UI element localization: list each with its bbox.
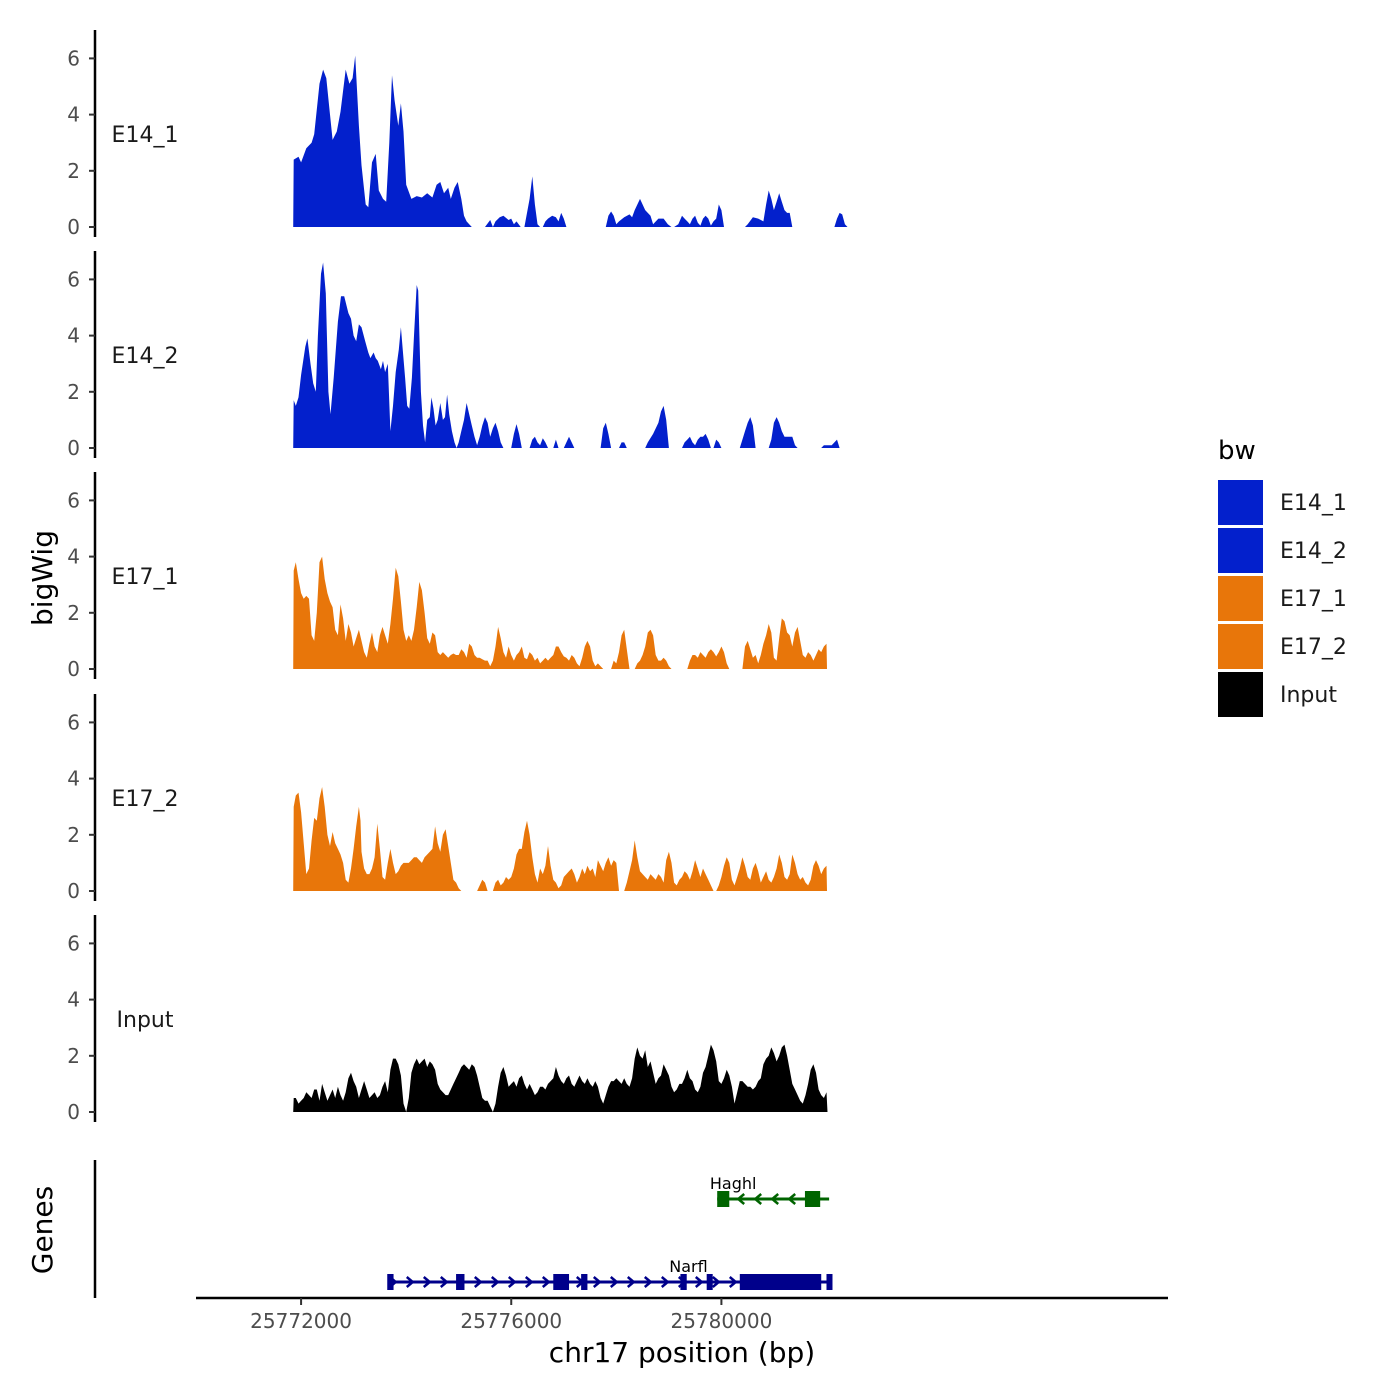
x-tick-label: 25780000 (671, 1309, 773, 1333)
y-tick-label: 4 (67, 988, 80, 1012)
x-tick-label: 25776000 (460, 1309, 562, 1333)
strand-chevron (753, 1193, 763, 1205)
track-label: E14_2 (112, 344, 179, 369)
strand-chevron (694, 1276, 704, 1288)
legend-label: Input (1280, 683, 1337, 708)
genes-axis-title: Genes (26, 1186, 59, 1274)
gene-label: Haghl (710, 1174, 757, 1193)
y-tick-label: 6 (67, 267, 80, 291)
y-tick-label: 6 (67, 931, 80, 955)
strand-chevron (643, 1276, 653, 1288)
strand-chevron (711, 1276, 721, 1288)
y-tick-label: 0 (67, 657, 80, 681)
gene-exon (680, 1274, 687, 1290)
y-tick-label: 0 (67, 215, 80, 239)
strand-chevron (660, 1276, 670, 1288)
x-axis-title: chr17 position (bp) (549, 1336, 815, 1369)
signal-tracks: 0 2 4 6 E14_1 0 2 4 6 E14_2 0 2 4 6 E17_1 0 2 4 6 E17_2 0 2 4 6… (67, 30, 848, 1124)
y-tick-label: 0 (67, 1100, 80, 1124)
y-axis-title: bigWig (26, 530, 59, 626)
y-tick-label: 6 (67, 46, 80, 70)
gene-exon (706, 1274, 713, 1290)
strand-chevron (626, 1276, 636, 1288)
y-tick-label: 4 (67, 767, 80, 791)
legend-swatch (1218, 624, 1263, 669)
y-tick-label: 0 (67, 436, 80, 460)
legend-swatch (1218, 576, 1263, 621)
gene-exon (826, 1274, 833, 1290)
strand-chevron (490, 1276, 500, 1288)
strand-chevron (473, 1276, 483, 1288)
strand-chevron (770, 1193, 780, 1205)
strand-chevron (405, 1276, 415, 1288)
gene-label: Narfl (669, 1257, 707, 1276)
strand-chevron (422, 1276, 432, 1288)
legend-label: E17_1 (1280, 587, 1347, 612)
legend-label: E14_2 (1280, 539, 1347, 564)
y-tick-label: 4 (67, 545, 80, 569)
strand-chevron (439, 1276, 449, 1288)
strand-chevron (787, 1193, 797, 1205)
track-label: Input (117, 1008, 174, 1033)
gene-exon (804, 1191, 821, 1207)
gene-exon (717, 1191, 730, 1207)
track-input: 0 2 4 6 Input (67, 915, 828, 1124)
legend: bw E14_1 E14_2 E17_1 E17_2 Input (1218, 436, 1347, 717)
strand-chevron (736, 1193, 746, 1205)
y-tick-label: 4 (67, 324, 80, 348)
legend-label: E17_2 (1280, 635, 1347, 660)
legend-title: bw (1218, 436, 1256, 466)
legend-swatch (1218, 528, 1263, 573)
gene-exon (739, 1274, 822, 1290)
x-axis: 25772000 25776000 25780000 (196, 1296, 1168, 1333)
y-tick-label: 2 (67, 380, 80, 404)
gene-track: Haghl Narfl (93, 1160, 833, 1298)
strand-chevron (609, 1276, 619, 1288)
track-e17-1: 0 2 4 6 E17_1 (67, 472, 827, 681)
gene-exon (387, 1274, 394, 1290)
y-tick-label: 2 (67, 601, 80, 625)
legend-label: E14_1 (1280, 491, 1347, 516)
track-label: E14_1 (112, 123, 179, 148)
track-e14-1: 0 2 4 6 E14_1 (67, 30, 848, 239)
y-tick-label: 4 (67, 103, 80, 127)
strand-chevron (592, 1276, 602, 1288)
strand-chevron (541, 1276, 551, 1288)
y-tick-label: 2 (67, 823, 80, 847)
y-tick-label: 2 (67, 159, 80, 183)
strand-chevron (524, 1276, 534, 1288)
signal-area (293, 1044, 828, 1112)
x-tick-label: 25772000 (250, 1309, 352, 1333)
gene-narfl: Narfl (387, 1257, 833, 1290)
signal-area (293, 262, 840, 448)
strand-chevron (507, 1276, 517, 1288)
y-tick-label: 6 (67, 710, 80, 734)
track-label: E17_2 (112, 787, 179, 812)
track-e14-2: 0 2 4 6 E14_2 (67, 251, 840, 460)
gene-exon (581, 1274, 588, 1290)
signal-area (293, 556, 827, 669)
track-label: E17_1 (112, 565, 179, 590)
y-tick-label: 6 (67, 488, 80, 512)
track-e17-2: 0 2 4 6 E17_2 (67, 694, 827, 903)
gene-exon (553, 1274, 570, 1290)
strand-chevron (728, 1276, 738, 1288)
gene-exon (456, 1274, 465, 1290)
legend-swatch (1218, 672, 1263, 717)
signal-area (293, 787, 827, 891)
signal-area (293, 55, 848, 227)
y-tick-label: 0 (67, 879, 80, 903)
y-tick-label: 2 (67, 1044, 80, 1068)
legend-swatch (1218, 480, 1263, 525)
gene-haghl: Haghl (710, 1174, 830, 1207)
